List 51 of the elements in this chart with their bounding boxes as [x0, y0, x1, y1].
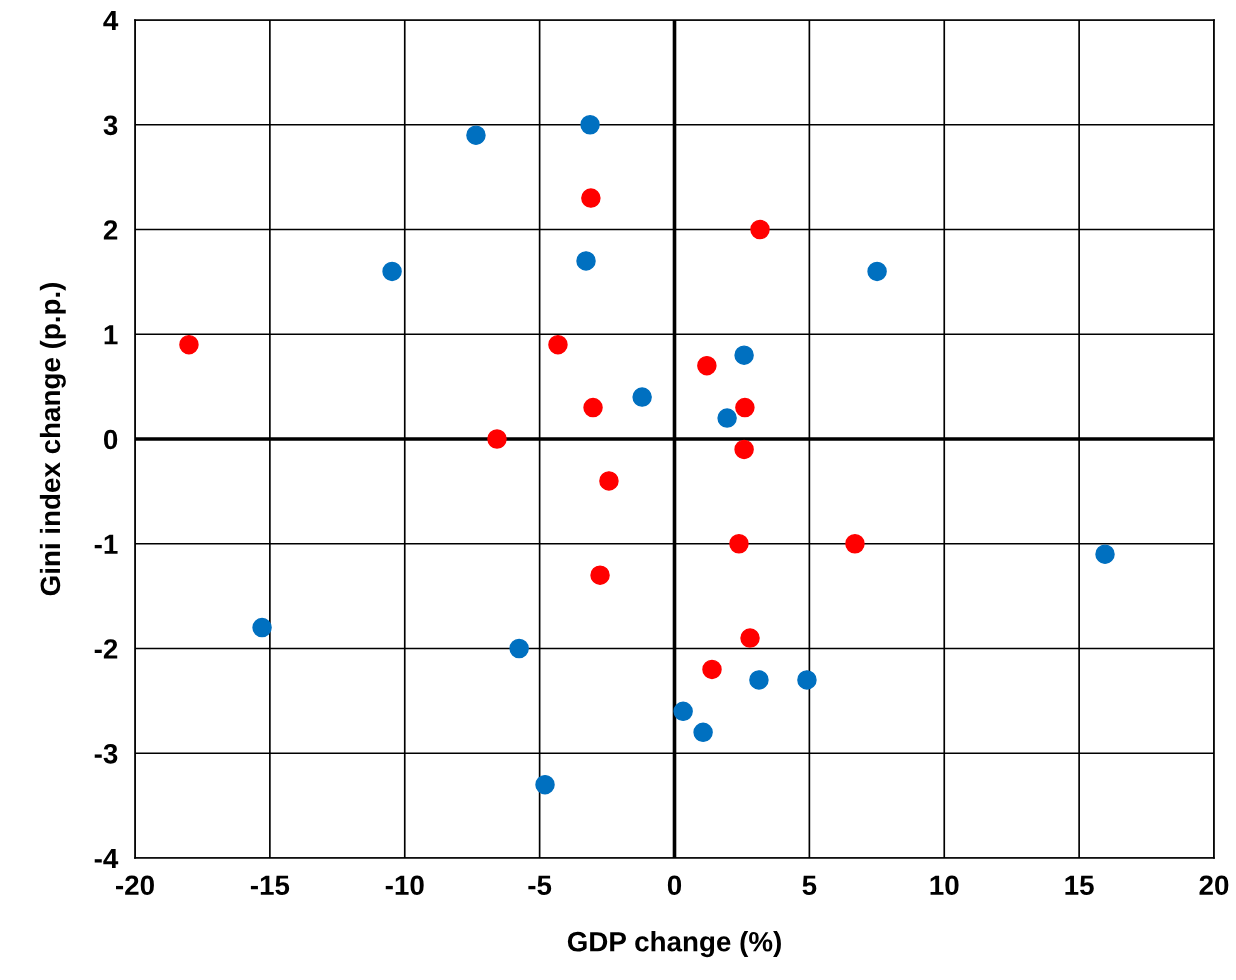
point: [632, 387, 652, 407]
point: [729, 534, 749, 554]
point: [576, 251, 596, 271]
y-tick-label: -1: [94, 534, 118, 554]
point: [867, 261, 887, 282]
point: [590, 565, 610, 585]
x-tick-label: 10: [930, 875, 959, 896]
point: [509, 638, 529, 659]
point: [535, 774, 555, 795]
point: [179, 334, 199, 355]
point: [1095, 544, 1115, 564]
x-axis-title: GDP change (%): [567, 931, 781, 958]
y-tick-label: -4: [94, 848, 119, 869]
x-tick-label: -5: [528, 875, 552, 896]
point: [382, 261, 402, 282]
y-tick-label: 2: [103, 220, 118, 240]
point: [702, 659, 722, 680]
point: [580, 115, 600, 135]
point: [734, 439, 754, 460]
x-tick-label: -10: [385, 875, 424, 896]
point: [581, 188, 601, 208]
x-tick-label: 15: [1065, 875, 1094, 896]
point: [734, 345, 754, 365]
x-tick-label: 20: [1199, 875, 1229, 896]
point: [749, 670, 769, 690]
x-tick-label: 0: [667, 875, 682, 896]
y-axis-title: Gini index change (p.p.): [39, 282, 66, 596]
point: [697, 355, 717, 376]
point: [252, 617, 272, 638]
y-tick-label: 3: [103, 115, 118, 136]
point: [466, 125, 486, 145]
x-tick-label: -20: [116, 875, 154, 896]
y-tick-label: -3: [94, 743, 118, 764]
point: [740, 628, 760, 648]
point: [693, 722, 713, 743]
point: [717, 408, 737, 428]
point: [548, 334, 568, 355]
point: [487, 429, 507, 449]
point: [599, 471, 619, 491]
point: [750, 219, 770, 240]
point: [845, 534, 865, 554]
point: [583, 397, 603, 418]
point: [673, 701, 693, 722]
y-tick-label: 1: [104, 325, 118, 345]
y-tick-label: 0: [103, 429, 118, 450]
point: [735, 397, 755, 418]
y-tick-label: 4: [103, 10, 119, 31]
point: [797, 670, 817, 690]
y-tick-label: -2: [94, 639, 118, 659]
x-tick-label: -15: [250, 875, 290, 896]
x-tick-label: 5: [802, 875, 817, 896]
